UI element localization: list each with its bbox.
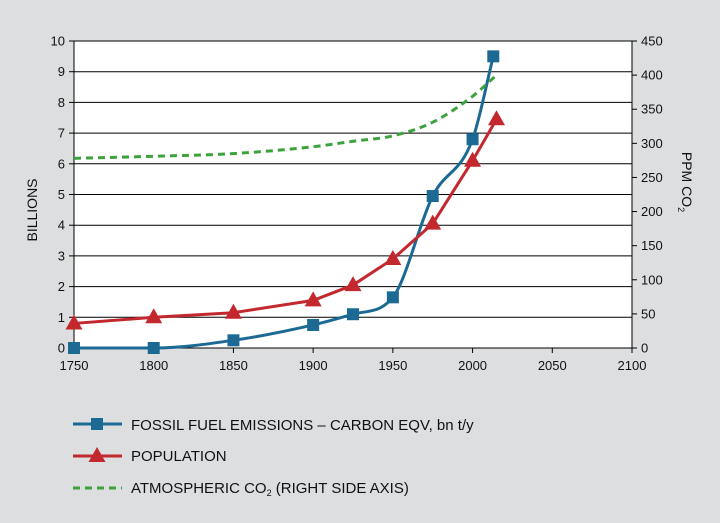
x-tick-label: 1800 (139, 358, 168, 373)
y-axis-right-title-subscript: 2 (676, 207, 686, 212)
x-tick-label: 2050 (538, 358, 567, 373)
x-tick-label: 1900 (299, 358, 328, 373)
co2-line (73, 73, 498, 160)
y-right-tick-label: 50 (641, 306, 655, 321)
emissions-point (487, 50, 500, 63)
legend-co2-label-main: ATMOSPHERIC CO (131, 480, 267, 497)
population-point (224, 303, 242, 319)
population-point (304, 291, 322, 307)
x-tick-label: 1850 (219, 358, 248, 373)
emissions-point (386, 291, 399, 304)
y-left-tick-label: 7 (58, 126, 65, 141)
legend-emissions-square-marker (91, 418, 103, 430)
legend-population-label: POPULATION (131, 448, 227, 465)
legend-population-triangle-marker (88, 447, 106, 462)
legend-co2-label: ATMOSPHERIC CO2 (RIGHT SIDE AXIS) (131, 480, 409, 498)
legend-item-emissions: FOSSIL FUEL EMISSIONS – CARBON EQV, bn t… (73, 417, 474, 434)
emissions-point (307, 318, 320, 331)
axes: 0123456789100501001502002503003504004501… (51, 34, 663, 374)
emissions-point (466, 133, 479, 146)
y-right-tick-label: 400 (641, 68, 663, 83)
y-axis-right-title: PPM CO2 (676, 152, 695, 212)
y-right-tick-label: 300 (641, 136, 663, 151)
legend: FOSSIL FUEL EMISSIONS – CARBON EQV, bn t… (73, 417, 474, 498)
y-left-tick-label: 4 (58, 218, 65, 233)
x-tick-label: 2000 (458, 358, 487, 373)
population-point (424, 214, 442, 230)
population-point (384, 249, 402, 265)
y-axis-left-title: BILLIONS (24, 178, 40, 241)
y-left-tick-label: 1 (58, 310, 65, 325)
legend-emissions-label: FOSSIL FUEL EMISSIONS – CARBON EQV, bn t… (131, 417, 474, 434)
legend-item-population: POPULATION (73, 447, 227, 465)
y-right-tick-label: 0 (641, 341, 648, 356)
y-right-tick-label: 250 (641, 170, 663, 185)
legend-item-co2: ATMOSPHERIC CO2 (RIGHT SIDE AXIS) (73, 480, 409, 498)
emissions-point (68, 342, 80, 354)
y-left-tick-label: 9 (58, 64, 65, 79)
y-left-tick-label: 5 (58, 187, 65, 202)
x-tick-label: 2100 (618, 358, 647, 373)
emissions-point (227, 334, 240, 347)
y-axis-right-title-main: PPM CO (679, 152, 695, 207)
population-point (344, 276, 362, 292)
y-left-tick-label: 8 (58, 95, 65, 110)
y-right-tick-label: 350 (641, 102, 663, 117)
y-left-tick-label: 10 (51, 34, 65, 49)
emissions-point (347, 308, 359, 321)
legend-co2-label-subscript: 2 (267, 488, 272, 498)
y-right-tick-label: 100 (641, 272, 663, 287)
y-left-tick-label: 2 (58, 279, 65, 294)
x-tick-label: 1750 (60, 358, 89, 373)
y-left-tick-label: 6 (58, 156, 65, 171)
y-right-tick-label: 200 (641, 204, 663, 219)
population-point (65, 314, 83, 330)
population-point (487, 110, 505, 126)
y-right-tick-label: 150 (641, 238, 663, 253)
y-left-tick-label: 3 (58, 248, 65, 263)
series (65, 50, 505, 354)
y-left-tick-label: 0 (58, 341, 65, 356)
population-point (145, 308, 163, 324)
emissions-point (426, 190, 439, 203)
x-tick-label: 1950 (378, 358, 407, 373)
legend-co2-label-suffix: (RIGHT SIDE AXIS) (272, 480, 409, 497)
population-point (464, 151, 482, 167)
emissions-point (147, 342, 160, 354)
y-right-tick-label: 450 (641, 34, 663, 49)
